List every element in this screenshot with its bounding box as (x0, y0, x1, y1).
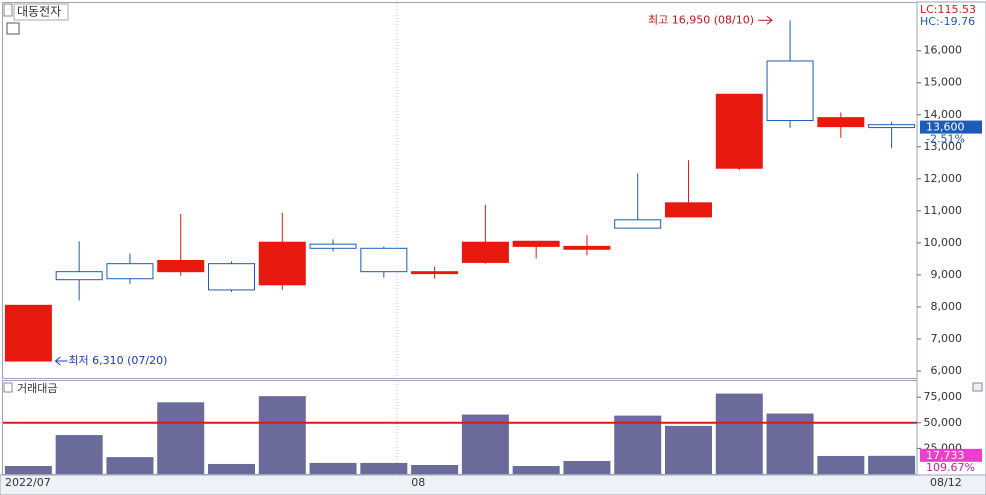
current-price: 13,600 (926, 121, 965, 134)
y-tick-label: 16,000 (924, 44, 963, 57)
y-tick-label: 12,000 (924, 172, 963, 185)
y-tick-label: 7,000 (931, 332, 963, 345)
high-annotation: 최고 16,950 (08/10) (648, 13, 754, 26)
current-price-box (920, 120, 982, 134)
change-rate: -2.51% (926, 133, 965, 146)
volume-bar (817, 455, 865, 474)
high-arrow (758, 15, 773, 25)
candle-body (360, 247, 408, 273)
candle-body (55, 271, 103, 281)
current-volume-box (920, 448, 982, 462)
candle-body (614, 219, 662, 229)
volume-title: 거래대금 (17, 382, 57, 395)
low-annotation: 최저 6,310 (07/20) (68, 354, 167, 367)
volume-panel-button[interactable] (972, 382, 983, 392)
x-tick-label: 08 (411, 476, 425, 489)
candle-body (868, 124, 916, 129)
candle-body (461, 241, 509, 263)
y-tick-label: 75,000 (924, 390, 963, 403)
candle-body (258, 241, 306, 286)
candle-body (4, 304, 52, 362)
candle-body (715, 93, 763, 169)
volume-bar (309, 462, 357, 474)
volume-bar (208, 463, 255, 474)
volume-collapse-button[interactable] (3, 382, 13, 393)
candle-body (208, 263, 255, 291)
candle-body (157, 259, 205, 273)
y-tick-label: 9,000 (931, 268, 963, 281)
y-tick-label: 14,000 (924, 108, 963, 121)
volume-bar (665, 425, 712, 474)
volume-bar (512, 466, 560, 474)
collapse-button[interactable] (3, 3, 13, 17)
candle-body (512, 240, 560, 247)
candle-body (817, 117, 865, 128)
x-axis-bar (0, 474, 986, 495)
x-end-label: 08/12 (930, 476, 962, 489)
candle-body (411, 271, 459, 275)
volume-bar (258, 396, 306, 474)
candle-body (563, 245, 611, 250)
y-tick-label: 15,000 (924, 76, 963, 89)
volume-bar (55, 435, 103, 474)
volume-bar (868, 455, 916, 474)
lc-indicator: LC:115.53 (920, 3, 976, 16)
volume-bar (461, 414, 509, 474)
y-tick-label: 6,000 (931, 364, 963, 377)
table-icon[interactable] (6, 22, 20, 35)
y-tick-label: 11,000 (924, 204, 963, 217)
y-tick-label: 13,000 (924, 140, 963, 153)
y-tick-label: 10,000 (924, 236, 963, 249)
y-tick-label: 50,000 (924, 416, 963, 429)
volume-bar (563, 460, 611, 474)
volume-change-rate: 109.67% (926, 461, 975, 474)
volume-bar (4, 466, 52, 474)
stock-name-box[interactable] (13, 3, 69, 21)
current-volume: 17,733 (926, 449, 965, 462)
volume-bar (614, 415, 662, 474)
right-axis (916, 1, 986, 476)
candle-body (665, 202, 712, 218)
candle-body (766, 60, 814, 122)
volume-bar (715, 393, 763, 474)
candle-body (309, 243, 357, 249)
candle-body (106, 263, 154, 280)
low-arrow (55, 356, 68, 366)
y-tick-label: 8,000 (931, 300, 963, 313)
volume-bar (360, 462, 408, 474)
volume-bar (157, 402, 205, 474)
stock-name: 대동전자 (17, 5, 61, 19)
x-tick-label: 2022/07 (5, 476, 51, 489)
hc-indicator: HC:-19.76 (920, 15, 975, 28)
volume-bar (106, 457, 154, 474)
volume-bar (411, 464, 459, 474)
